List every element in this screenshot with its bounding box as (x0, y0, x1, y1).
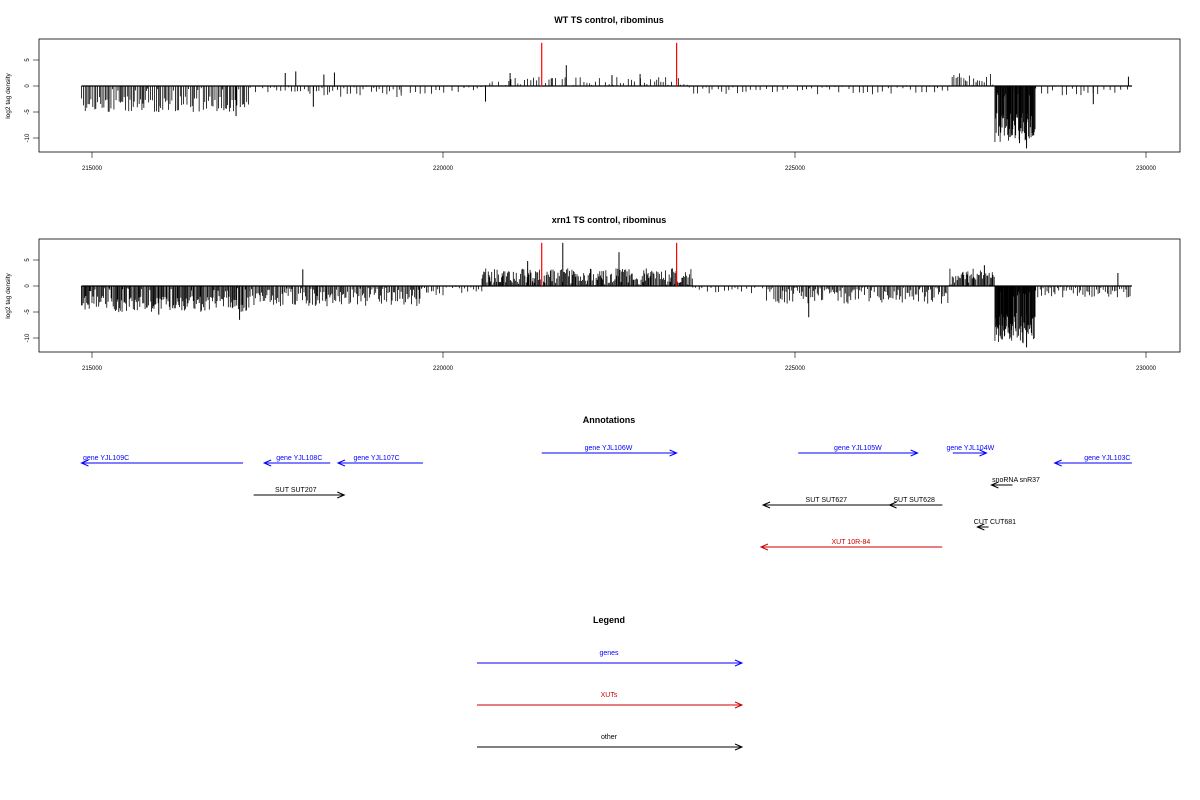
x-tick-label: 225000 (785, 166, 806, 172)
y-tick-label: -5 (25, 109, 31, 115)
arrow-head-icon (759, 543, 769, 551)
annotation-tracks: gene YJL109C gene YJL108C gene YJL107C gene… (80, 445, 1132, 551)
arrow-head-icon (734, 701, 744, 709)
plot-frame (38, 238, 1181, 353)
arrow-head-icon (262, 459, 272, 467)
arrow-head-icon (337, 491, 346, 499)
arrow-head-icon (80, 459, 89, 467)
arrow-head-icon (761, 501, 771, 509)
y-tick-label: -5 (25, 309, 31, 315)
feature-label: gene YJL105W (834, 445, 882, 452)
feature-label: SUT SUT628 (893, 497, 935, 504)
annotation-feature: SUT SUT628 (888, 497, 943, 509)
arrow-head-icon (888, 501, 897, 509)
wt-density-panel: WT TS control, ribominus log2 tag densit… (5, 15, 1181, 172)
feature-label: gene YJL108C (276, 455, 322, 462)
legend-label: other (601, 734, 618, 741)
legend-item: genes (477, 650, 744, 667)
arrow-head-icon (734, 743, 744, 751)
feature-label: snoRNA snR37 (992, 477, 1040, 484)
arrow-head-icon (734, 659, 744, 667)
panel-title: WT TS control, ribominus (554, 15, 664, 25)
feature-label: gene YJL104W (946, 445, 994, 452)
x-ticks: 215000 220000 225000 230000 (82, 152, 1157, 172)
legend: Legend genes XUTs other (477, 615, 744, 751)
y-tick-label: -10 (25, 133, 31, 142)
feature-label: gene YJL106W (585, 445, 633, 452)
legend-items: genes XUTs other (477, 650, 744, 751)
legend-label: genes (599, 650, 619, 657)
x-ticks: 215000 220000 225000 230000 (82, 352, 1157, 372)
feature-label: SUT SUT627 (806, 497, 848, 504)
annotation-feature: gene YJL109C (80, 455, 244, 467)
y-ticks: 5 0 -5 -10 (25, 258, 39, 342)
density-bars (81, 42, 1132, 149)
y-ticks: 5 0 -5 -10 (25, 58, 39, 142)
arrow-head-icon (976, 523, 985, 531)
annotation-feature: SUT SUT207 (253, 487, 346, 499)
feature-label: gene YJL103C (1084, 455, 1130, 462)
annotation-feature: XUT 10R-84 (759, 539, 943, 551)
y-tick-label: 5 (25, 58, 31, 62)
panel-title: xrn1 TS control, ribominus (552, 215, 667, 225)
x-tick-label: 225000 (785, 366, 806, 372)
feature-label: CUT CUT681 (974, 519, 1016, 526)
annotation-feature: gene YJL105W (798, 445, 919, 457)
y-tick-label: 0 (25, 284, 31, 288)
annotation-feature: gene YJL106W (541, 445, 678, 457)
arrow-head-icon (910, 449, 919, 457)
x-tick-label: 220000 (433, 366, 454, 372)
annotations-panel: Annotations gene YJL109C gene YJL108C gene… (80, 415, 1132, 551)
annotation-feature: gene YJL104W (946, 445, 995, 457)
annotations-title: Annotations (583, 415, 636, 425)
density-bars (81, 242, 1132, 348)
y-tick-label: 5 (25, 258, 31, 262)
annotation-feature: CUT CUT681 (974, 519, 1016, 531)
feature-label: gene YJL109C (83, 455, 129, 462)
y-tick-label: -10 (25, 333, 31, 342)
arrow-head-icon (336, 459, 346, 467)
y-axis-label: log2 tag density (5, 272, 12, 318)
legend-item: other (477, 734, 744, 751)
feature-label: SUT SUT207 (275, 487, 317, 494)
arrow-head-icon (979, 449, 988, 457)
x-tick-label: 215000 (82, 166, 103, 172)
xrn1-density-panel: xrn1 TS control, ribominus log2 tag dens… (5, 215, 1181, 372)
x-tick-label: 230000 (1136, 166, 1157, 172)
x-tick-label: 215000 (82, 366, 103, 372)
legend-title: Legend (593, 615, 625, 625)
annotation-feature: gene YJL103C (1053, 455, 1132, 467)
y-axis-label: log2 tag density (5, 72, 12, 118)
x-tick-label: 230000 (1136, 366, 1157, 372)
arrow-head-icon (1053, 459, 1062, 467)
feature-label: gene YJL107C (353, 455, 399, 462)
legend-label: XUTs (601, 692, 618, 699)
annotation-feature: snoRNA snR37 (990, 477, 1040, 489)
plot-frame (38, 38, 1181, 153)
annotation-feature: gene YJL107C (336, 455, 423, 467)
feature-label: XUT 10R-84 (831, 539, 870, 546)
arrow-head-icon (669, 449, 678, 457)
arrow-head-icon (990, 481, 999, 489)
y-tick-label: 0 (25, 84, 31, 88)
x-tick-label: 220000 (433, 166, 454, 172)
annotation-feature: gene YJL108C (262, 455, 331, 467)
legend-item: XUTs (477, 692, 744, 709)
